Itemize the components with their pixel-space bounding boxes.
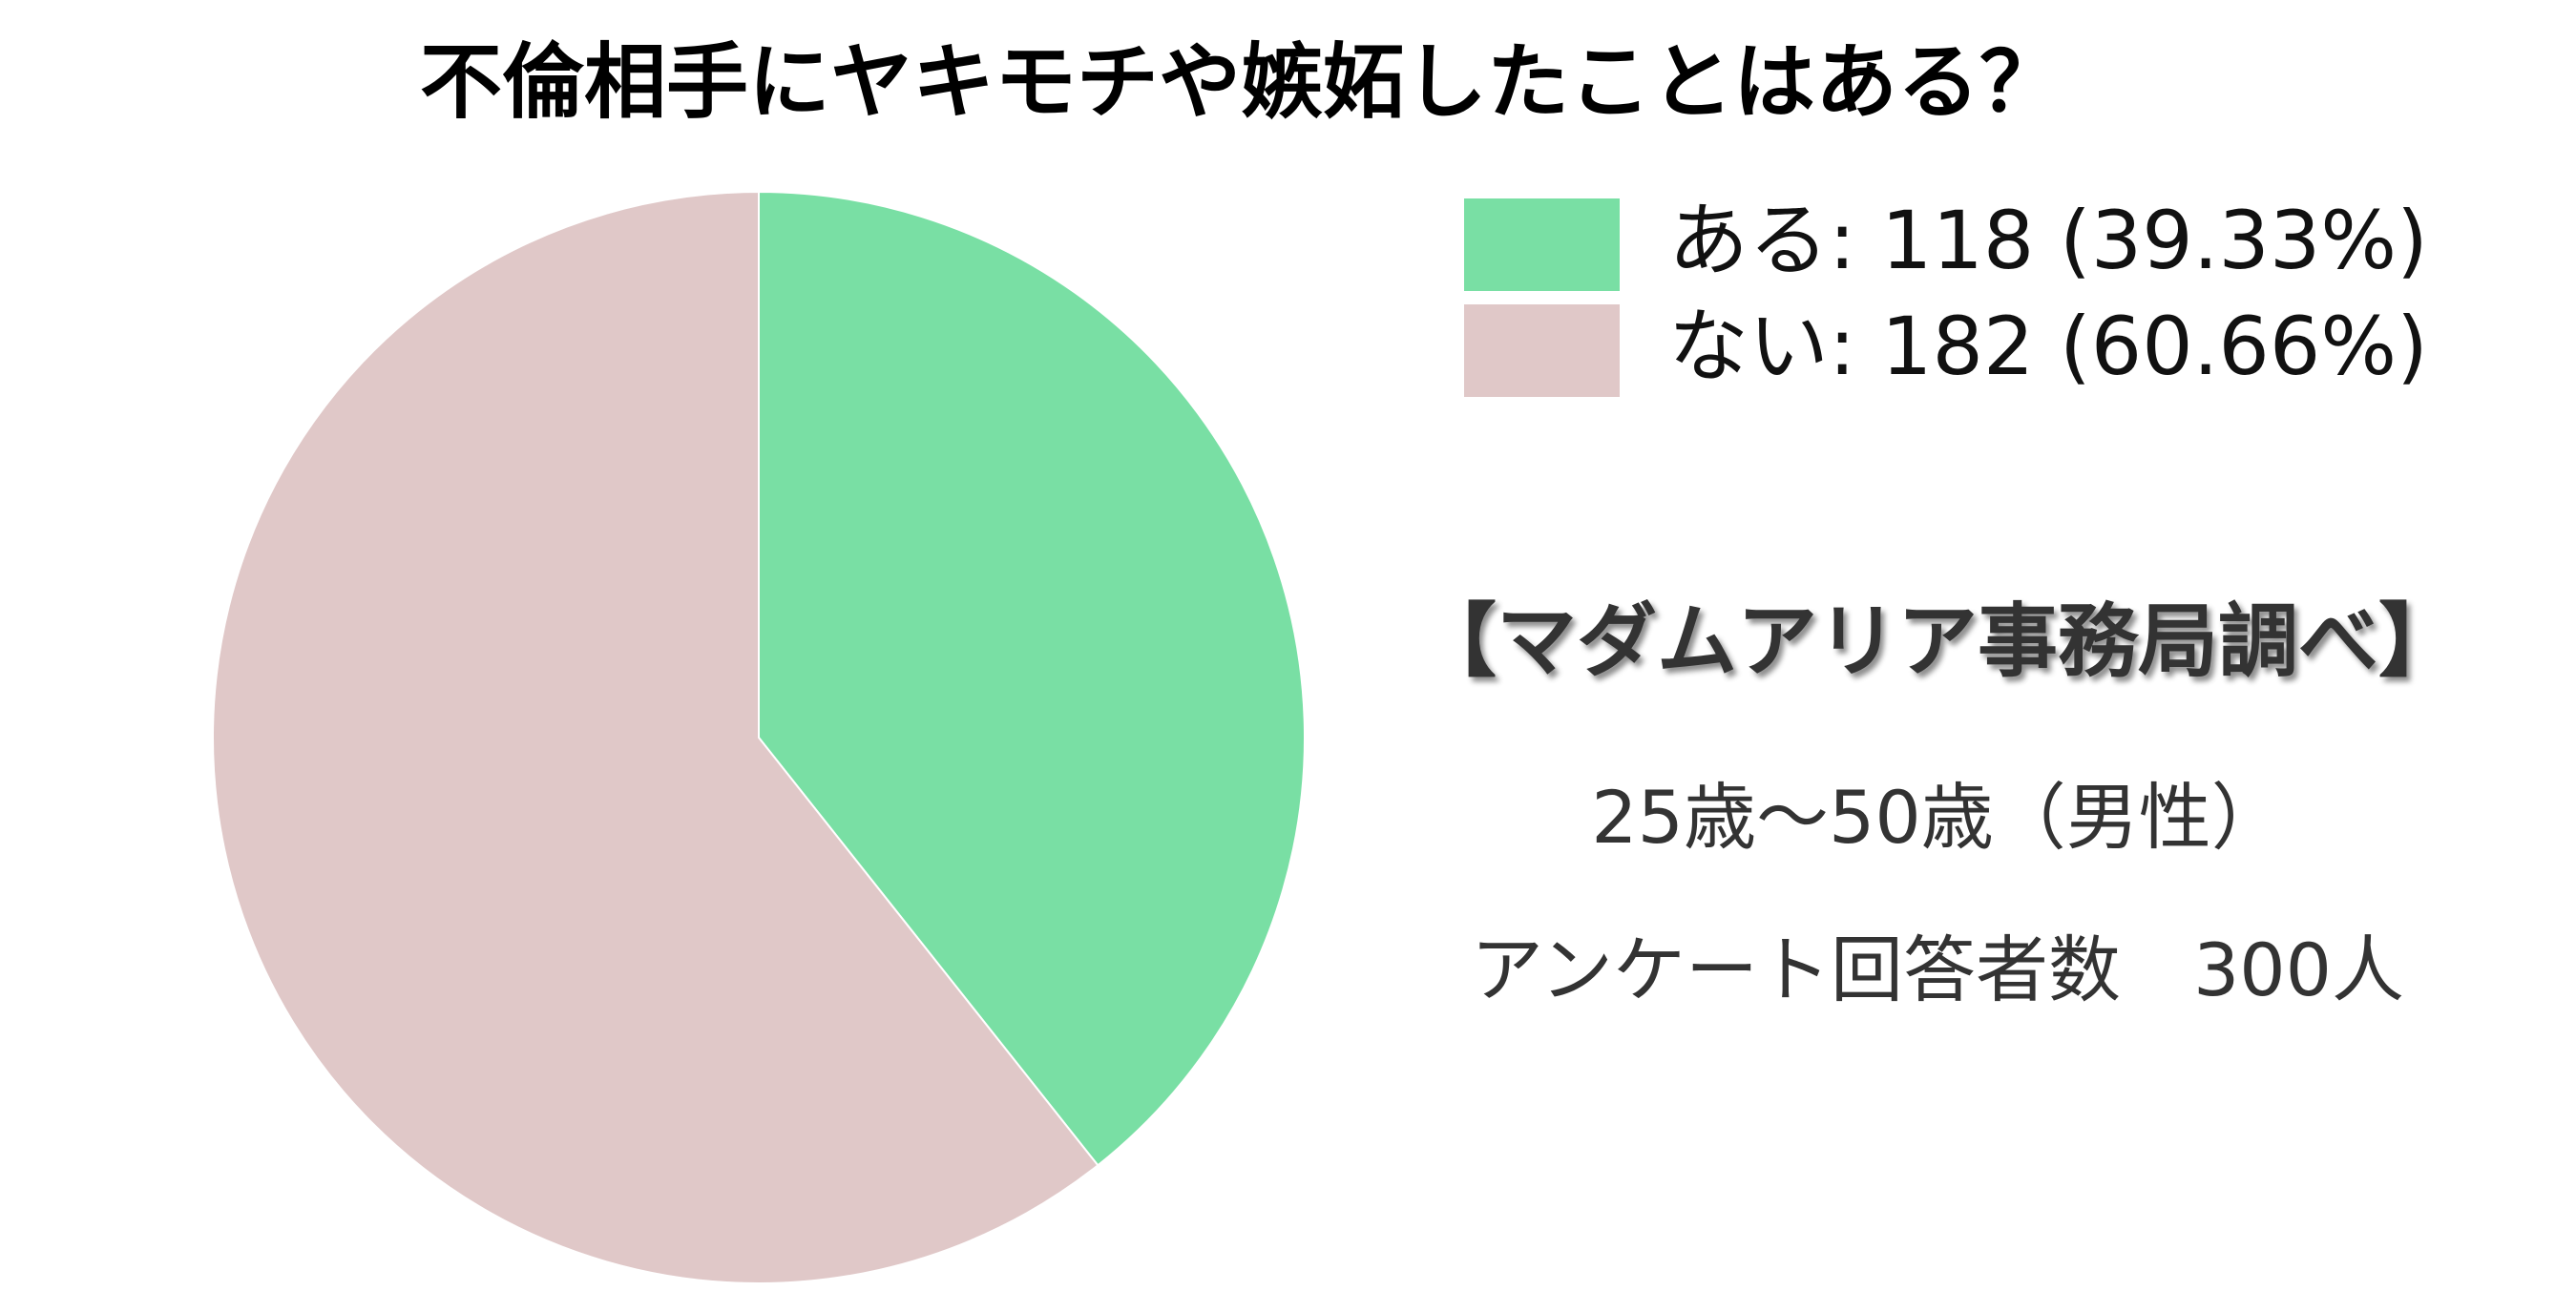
pie-slice xyxy=(212,190,1100,1284)
source-note: 【マダムアリア事務局調べ】 xyxy=(1416,594,2459,688)
legend-label: ある: 118 (39.33%) xyxy=(1668,194,2428,287)
demographic-note: 25歳～50歳（男性） xyxy=(1591,775,2283,860)
chart-title: 不倫相手にヤキモチや嫉妬したことはある？ xyxy=(420,34,2062,130)
legend-swatch xyxy=(1464,198,1620,291)
respondents-note: アンケート回答者数 300人 xyxy=(1471,927,2404,1012)
legend: ある: 118 (39.33%) ない: 182 (60.66%) xyxy=(1464,194,2428,397)
pie-slice xyxy=(758,190,1306,1167)
legend-swatch xyxy=(1464,304,1620,397)
legend-label: ない: 182 (60.66%) xyxy=(1668,300,2428,393)
pie xyxy=(212,190,1306,1284)
